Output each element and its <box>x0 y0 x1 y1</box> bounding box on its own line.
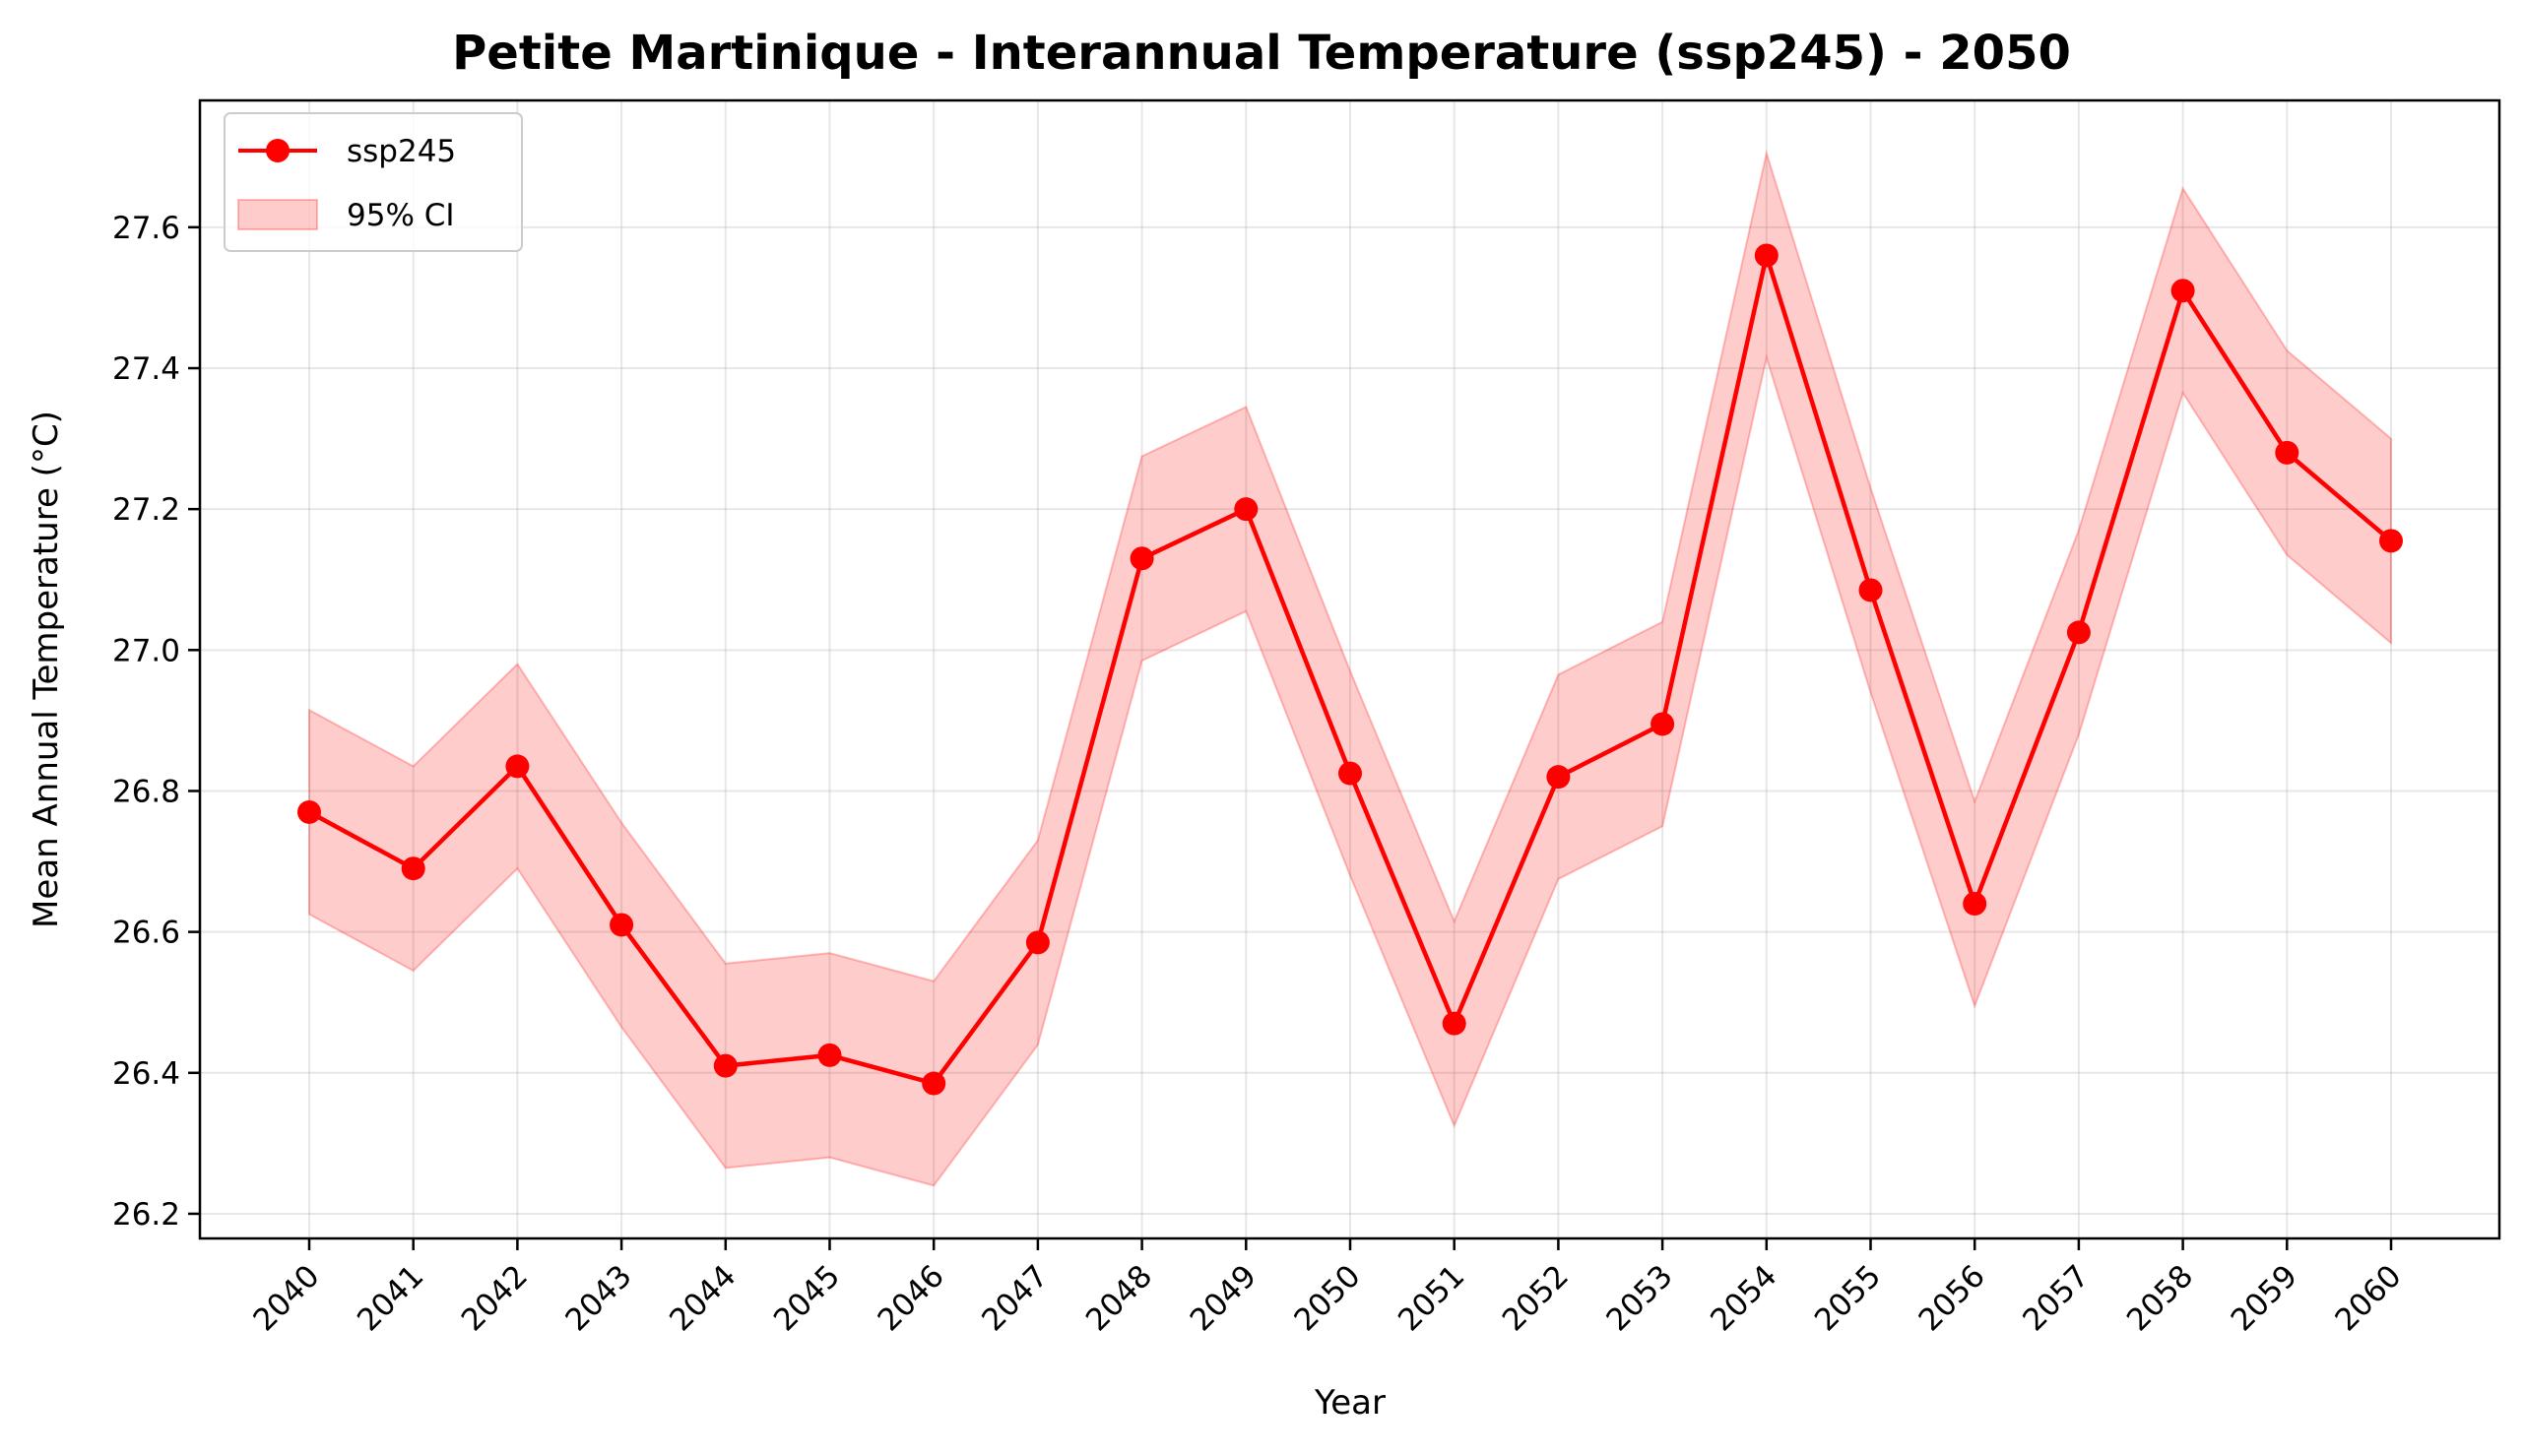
confidence-band-layer <box>308 149 2392 1187</box>
x-tick-label: 2054 <box>1704 1258 1783 1338</box>
data-point <box>505 754 530 779</box>
data-point <box>1234 497 1259 522</box>
data-point <box>1442 1011 1466 1036</box>
y-tick-label: 26.2 <box>112 1197 180 1233</box>
data-point <box>1858 578 1883 602</box>
grid-layer <box>200 100 2499 1238</box>
data-point <box>1546 765 1571 790</box>
data-point <box>401 856 425 881</box>
x-tick-label: 2055 <box>1808 1258 1888 1338</box>
x-tick-label: 2045 <box>767 1258 847 1338</box>
y-axis-label: Mean Annual Temperature (°C) <box>27 411 66 928</box>
x-tick-label: 2043 <box>559 1258 639 1338</box>
data-point <box>1338 761 1362 786</box>
x-tick-label: 2051 <box>1391 1258 1471 1338</box>
series-layer <box>297 243 2403 1096</box>
x-tick-label: 2058 <box>2120 1258 2200 1338</box>
x-tick-label: 2050 <box>1287 1258 1367 1338</box>
data-point <box>1130 546 1154 571</box>
legend-label-series: ssp245 <box>347 134 456 169</box>
x-tick-label: 2057 <box>2016 1258 2096 1338</box>
data-point <box>610 913 634 937</box>
y-tick-label: 27.0 <box>112 633 180 668</box>
x-tick-label: 2059 <box>2225 1258 2304 1338</box>
x-tick-label: 2042 <box>455 1258 535 1338</box>
data-point <box>2066 620 2091 645</box>
x-tick-label: 2047 <box>975 1258 1055 1338</box>
legend: ssp245 95% CI <box>224 112 523 252</box>
data-point <box>2379 529 2403 553</box>
y-tick-label: 27.2 <box>112 492 180 528</box>
legend-marker-swatch <box>266 139 290 162</box>
y-tick-label: 26.8 <box>112 774 180 809</box>
x-tick-label: 2044 <box>663 1258 743 1338</box>
data-point <box>817 1043 842 1067</box>
legend-label-band: 95% CI <box>347 198 455 233</box>
x-tick-label: 2046 <box>872 1258 951 1338</box>
y-tick-label: 27.6 <box>112 211 180 246</box>
data-point <box>2275 440 2299 465</box>
x-tick-label: 2056 <box>1912 1258 1992 1338</box>
data-point <box>713 1053 738 1078</box>
x-tick-label: 2053 <box>1600 1258 1680 1338</box>
y-tick-label: 26.6 <box>112 916 180 951</box>
x-tick-label: 2049 <box>1184 1258 1263 1338</box>
legend-band-swatch <box>237 199 318 230</box>
x-tick-label: 2048 <box>1079 1258 1159 1338</box>
x-tick-label: 2052 <box>1496 1258 1576 1338</box>
x-axis-label: Year <box>1314 1383 1386 1423</box>
data-point <box>1650 712 1675 736</box>
y-tick-label: 27.4 <box>112 351 180 387</box>
data-point <box>1754 243 1779 268</box>
data-point <box>1025 930 1050 955</box>
confidence-band <box>308 149 2392 1187</box>
data-point <box>297 799 321 824</box>
chart-title: Petite Martinique - Interannual Temperat… <box>452 26 2071 81</box>
x-tick-label: 2041 <box>351 1258 430 1338</box>
x-tick-label: 2060 <box>2328 1258 2408 1338</box>
data-point <box>2170 279 2195 303</box>
data-point <box>922 1071 946 1096</box>
y-tick-label: 26.4 <box>112 1056 180 1092</box>
data-point <box>1963 892 1987 916</box>
x-tick-label: 2040 <box>246 1258 326 1338</box>
legend-frame <box>224 112 523 252</box>
